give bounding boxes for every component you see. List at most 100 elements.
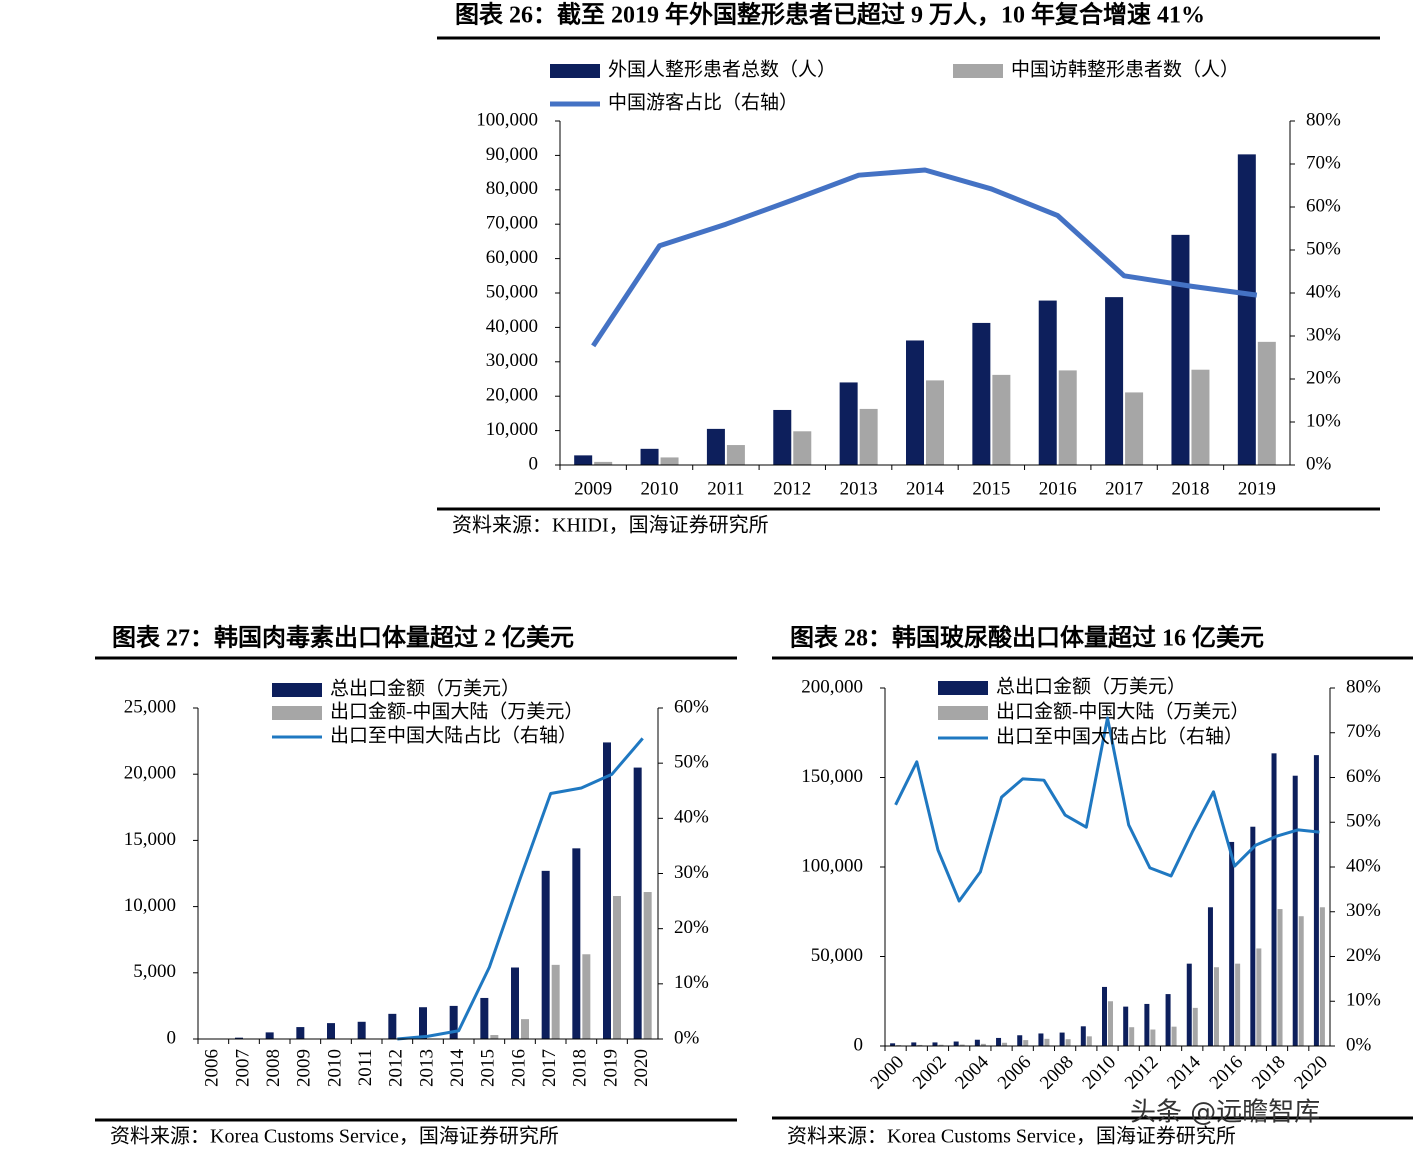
bar (357, 1021, 366, 1039)
y-tick-label: 10,000 (486, 419, 538, 440)
bar (1250, 826, 1256, 1046)
bar (1144, 1003, 1150, 1046)
bar (511, 967, 519, 1039)
bar (773, 409, 792, 465)
bar (541, 870, 550, 1039)
x-tick-label: 2010 (641, 478, 679, 499)
y2-tick-label: 80% (1306, 109, 1341, 130)
x-tick-label: 2007 (232, 1049, 253, 1087)
y-tick-label: 5,000 (133, 961, 176, 982)
bar (1192, 1007, 1198, 1046)
bar (1044, 1038, 1050, 1046)
bar (953, 1041, 959, 1046)
x-tick-label: 2018 (1171, 478, 1209, 499)
bar (660, 457, 679, 465)
x-tick-label: 2012 (773, 478, 811, 499)
y-tick-label: 30,000 (486, 350, 538, 371)
y2-tick-label: 20% (674, 917, 709, 938)
bar (1105, 297, 1124, 465)
bar (1171, 1026, 1177, 1046)
y2-tick-label: 0% (1346, 1034, 1372, 1055)
legend-label: 出口金额-中国大陆（万美元） (330, 700, 583, 722)
y2-tick-label: 10% (1346, 990, 1381, 1011)
bar (572, 848, 581, 1039)
y2-tick-label: 30% (674, 862, 709, 883)
bar (938, 1044, 944, 1046)
x-tick-label: 2000 (866, 1052, 908, 1094)
bar (706, 428, 725, 465)
x-tick-label: 2008 (1036, 1052, 1078, 1094)
bar (582, 954, 591, 1039)
y2-tick-label: 70% (1346, 721, 1381, 742)
y2-tick-label: 20% (1306, 367, 1341, 388)
watermark: 头条 @远瞻智库 (1130, 1098, 1320, 1128)
x-tick-label: 2009 (574, 478, 612, 499)
bar (726, 445, 745, 465)
y-tick-label: 40,000 (486, 316, 538, 337)
line (397, 737, 644, 1041)
legend-label: 出口至中国大陆占比（右轴） (996, 725, 1243, 747)
y-tick-label: 150,000 (801, 766, 863, 787)
bar (926, 380, 944, 465)
legend-label: 中国访韩整形患者数（人） (1011, 58, 1239, 80)
legend-label: 总出口金额（万美元） (996, 675, 1186, 697)
y2-tick-label: 50% (1306, 238, 1341, 259)
y-tick-label: 25,000 (124, 696, 176, 717)
bar (1086, 1036, 1092, 1046)
x-tick-label: 2018 (570, 1049, 591, 1087)
bar (1191, 369, 1210, 465)
y-tick-label: 20,000 (486, 385, 538, 406)
bar (1213, 967, 1219, 1046)
bar (1038, 1033, 1044, 1046)
x-tick-label: 2012 (1121, 1052, 1163, 1094)
bar (906, 340, 924, 465)
bar (839, 382, 858, 465)
x-tick-label: 2014 (1163, 1051, 1205, 1093)
x-tick-label: 2016 (508, 1049, 529, 1087)
bar (1058, 370, 1077, 465)
bar (890, 1043, 896, 1046)
bar (1102, 986, 1107, 1046)
bar (1165, 994, 1171, 1046)
y2-tick-label: 60% (1306, 195, 1341, 216)
x-tick-label: 2013 (416, 1049, 437, 1087)
bar (419, 1007, 427, 1039)
legend-swatch (272, 706, 322, 720)
source: 资料来源：KHIDI，国海证券研究所 (452, 514, 769, 537)
bar (1256, 948, 1262, 1046)
bar (574, 455, 593, 465)
legend-label: 外国人整形患者总数（人） (608, 58, 836, 80)
legend-label: 出口至中国大陆占比（右轴） (330, 724, 577, 746)
y2-tick-label: 50% (1346, 811, 1381, 832)
x-tick-label: 2006 (994, 1052, 1036, 1094)
x-tick-label: 2009 (294, 1049, 315, 1087)
bar (1207, 907, 1213, 1046)
bar (235, 1037, 243, 1039)
y2-tick-label: 0% (1306, 453, 1332, 474)
y-tick-label: 100,000 (801, 855, 863, 876)
x-tick-label: 2008 (263, 1049, 284, 1087)
y-tick-label: 70,000 (486, 213, 538, 234)
x-tick-label: 2017 (1105, 478, 1143, 499)
y-tick-label: 20,000 (124, 763, 176, 784)
y2-tick-label: 50% (674, 752, 709, 773)
bar (793, 431, 812, 465)
x-tick-label: 2017 (539, 1049, 560, 1087)
y-tick-label: 60,000 (486, 247, 538, 268)
bar (1123, 1006, 1129, 1046)
bar (1257, 341, 1276, 465)
x-tick-label: 2014 (447, 1049, 468, 1088)
bar (974, 1039, 980, 1046)
x-tick-label: 2014 (906, 478, 945, 499)
bar (992, 374, 1011, 465)
bar (1059, 1032, 1065, 1046)
legend-label: 总出口金额（万美元） (330, 677, 520, 699)
y2-tick-label: 0% (674, 1027, 700, 1048)
source: 资料来源：Korea Customs Service，国海证券研究所 (787, 1125, 1236, 1148)
line (894, 716, 1320, 903)
bar (643, 892, 652, 1039)
y2-tick-label: 10% (1306, 410, 1341, 431)
chart-title: 图表 28：韩国玻尿酸出口体量超过 16 亿美元 (790, 624, 1264, 652)
y-tick-label: 80,000 (486, 178, 538, 199)
